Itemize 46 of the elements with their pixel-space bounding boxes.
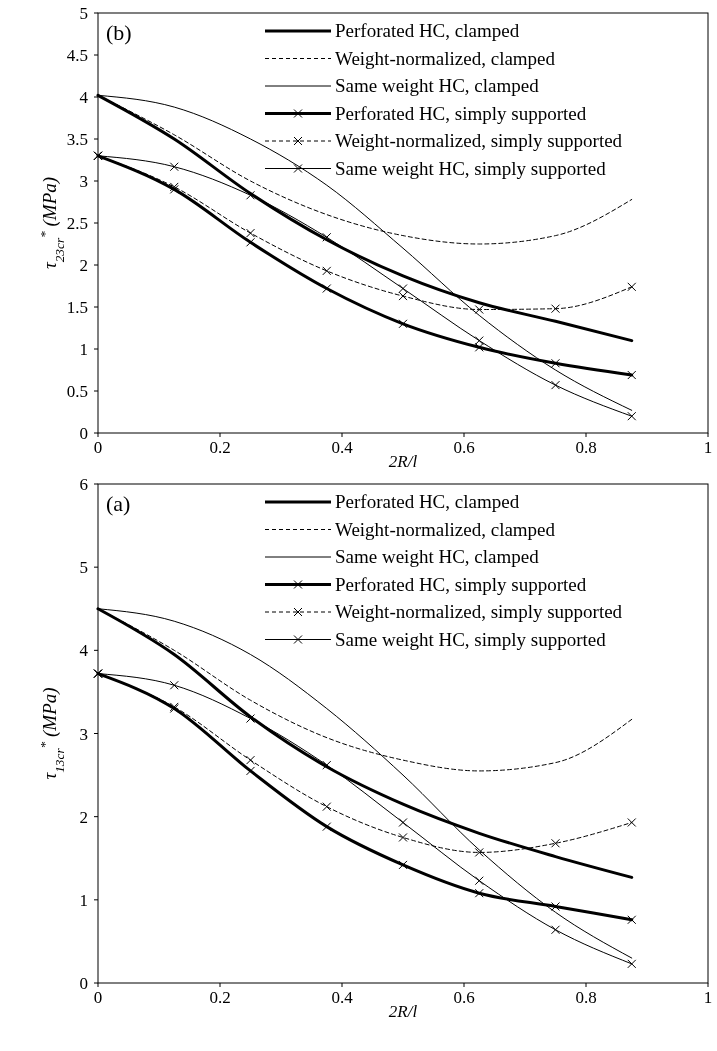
legend-label: Same weight HC, clamped	[335, 546, 540, 567]
legend-label: Perforated HC, simply supported	[335, 573, 587, 595]
x-axis-title: 2R/l	[388, 1002, 418, 1021]
y-tick-label: 4	[79, 88, 89, 107]
y-tick-label: 2.5	[66, 214, 88, 233]
y-tick-label: 6	[79, 475, 88, 494]
x-tick-label: 0.4	[331, 438, 354, 457]
x-tick-label: 0.2	[209, 438, 231, 457]
y-tick-label: 1	[79, 890, 88, 910]
x-tick-label: 0.8	[575, 438, 597, 457]
legend-label: Weight-normalized, simply supported	[335, 130, 623, 151]
chart-title: (b)	[106, 20, 132, 45]
y-tick-label: 3	[79, 172, 88, 191]
y-tick-label: 1.5	[66, 298, 88, 317]
legend-label: Perforated HC, clamped	[335, 20, 520, 41]
y-tick-label: 5	[79, 4, 88, 23]
legend-label: Weight-normalized, clamped	[335, 518, 556, 540]
y-tick-label: 5	[79, 558, 88, 578]
y-tick-label: 1	[79, 340, 88, 359]
legend-label: Weight-normalized, clamped	[335, 47, 556, 69]
y-tick-label: 3	[79, 724, 88, 744]
legend-label: Same weight HC, simply supported	[335, 628, 607, 650]
y-tick-label: 0.5	[66, 382, 88, 401]
x-axis-title: 2R/l	[388, 452, 418, 471]
x-tick-label: 0.2	[209, 988, 231, 1007]
y-tick-label: 2	[79, 256, 88, 275]
x-tick-label: 0.4	[331, 988, 354, 1007]
y-tick-label: 4.5	[66, 46, 88, 65]
legend-label: Perforated HC, clamped	[335, 491, 520, 512]
legend-label: Perforated HC, simply supported	[335, 102, 587, 124]
x-tick-label: 0	[93, 438, 103, 457]
chart-title: (a)	[106, 491, 131, 516]
x-tick-label: 0.6	[453, 438, 475, 457]
y-tick-label: 3.5	[66, 130, 88, 149]
x-tick-label: 0.6	[453, 988, 475, 1007]
x-tick-label: 1	[703, 988, 713, 1007]
y-tick-label: 0	[79, 974, 88, 993]
x-tick-label: 0	[93, 988, 103, 1007]
legend-label: Same weight HC, clamped	[335, 75, 540, 96]
x-tick-label: 0.8	[575, 988, 597, 1007]
y-tick-label: 0	[79, 424, 88, 443]
y-tick-label: 2	[79, 807, 88, 827]
legend-label: Weight-normalized, simply supported	[335, 601, 623, 622]
y-tick-label: 4	[79, 641, 89, 661]
legend-label: Same weight HC, simply supported	[335, 157, 607, 179]
x-tick-label: 1	[703, 438, 713, 457]
